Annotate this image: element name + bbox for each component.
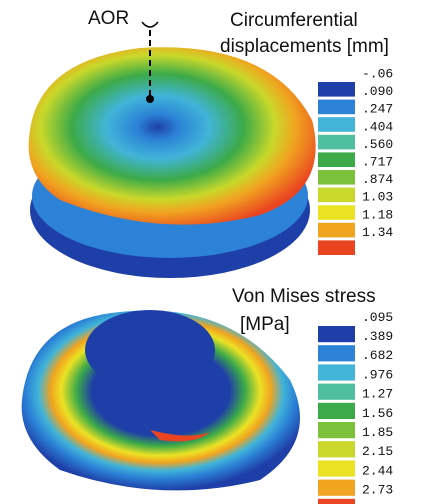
legend-label: 1.18	[362, 207, 393, 222]
legend-swatch	[318, 188, 355, 203]
legend-swatch	[318, 152, 355, 167]
title-line: displacements [mm]	[220, 36, 389, 57]
upper-disk	[29, 47, 316, 224]
legend-swatch	[318, 460, 355, 476]
legend-swatch	[318, 135, 355, 150]
legend-label: .090	[362, 84, 393, 99]
legend-swatch	[318, 205, 355, 220]
legend-swatch	[318, 82, 355, 97]
stress-inner	[85, 310, 215, 390]
legend-label: .560	[362, 137, 393, 152]
legend-label: 1.27	[362, 387, 393, 402]
legend-swatch	[318, 480, 355, 496]
rotation-arrow	[142, 22, 158, 27]
legend-swatch	[318, 384, 355, 400]
title-line: [MPa]	[240, 314, 290, 335]
annotation: AOR	[88, 8, 129, 29]
legend-swatch	[318, 422, 355, 438]
legend-label: .682	[362, 348, 393, 363]
legend-swatch	[318, 403, 355, 419]
legend-label: -.06	[362, 67, 393, 82]
legend-swatch	[318, 326, 355, 342]
title-line: Von Mises stress	[232, 286, 376, 307]
legend-swatch	[318, 441, 355, 457]
legend-swatch	[318, 170, 355, 185]
legend-swatch	[318, 117, 355, 132]
legend-label: .717	[362, 155, 393, 170]
legend-label: .404	[362, 119, 393, 134]
legend-label: 2.44	[362, 463, 393, 478]
axis-point	[146, 95, 154, 103]
figure: AOR Circumferential displacements [mm] V…	[0, 0, 428, 504]
legend-swatch	[318, 223, 355, 238]
title-line: Circumferential	[230, 10, 358, 31]
legend-label: 1.85	[362, 425, 393, 440]
legend-label: 1.56	[362, 406, 393, 421]
legend-label: 2.15	[362, 444, 393, 459]
legend-label: .874	[362, 172, 393, 187]
legend-swatch	[318, 499, 355, 504]
legend-swatch	[318, 100, 355, 115]
legend-label: .976	[362, 367, 393, 382]
legend-label: .247	[362, 102, 393, 117]
legend-swatch	[318, 240, 355, 255]
legend-label: 2.73	[362, 483, 393, 498]
legend-label: .095	[362, 310, 393, 325]
legend-swatch	[318, 345, 355, 361]
legend-label: 1.03	[362, 190, 393, 205]
legend-label: 1.34	[362, 225, 393, 240]
legend-swatch	[318, 364, 355, 380]
legend-label: .389	[362, 329, 393, 344]
